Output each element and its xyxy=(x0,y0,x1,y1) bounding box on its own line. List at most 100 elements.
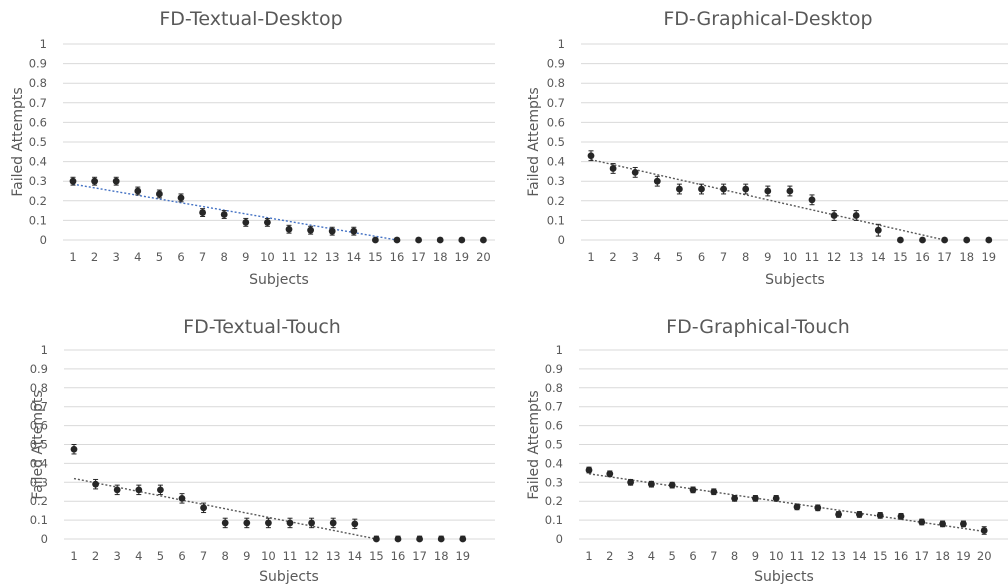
chart-fd-textual-desktop: 0 0.1 0.2 0.3 0.4 0.5 0.6 0.7 0.8 0.9 1 1 2 3 4 5 6 7 8 9 10… xyxy=(0,0,500,292)
x-tick-label: 13 xyxy=(849,250,864,264)
x-tick-label: 11 xyxy=(282,250,297,264)
x-tick-label: 2 xyxy=(609,250,616,264)
x-tick-label: 19 xyxy=(981,250,996,264)
y-axis-label: Failed Attempts xyxy=(526,87,542,196)
x-tick-label: 10 xyxy=(261,549,276,563)
data-point xyxy=(698,185,705,193)
data-point xyxy=(852,212,860,219)
y-tick-label: 0.3 xyxy=(547,174,565,188)
x-tick-label: 12 xyxy=(810,549,825,563)
x-axis-label: Subjects xyxy=(249,272,309,288)
y-tick-label: 0.5 xyxy=(545,438,563,452)
x-tick-label: 13 xyxy=(326,549,341,563)
x-tick-label: 6 xyxy=(178,549,185,563)
data-point xyxy=(157,486,164,494)
y-tick-label: 0 xyxy=(40,233,47,247)
data-point xyxy=(689,486,697,494)
data-point xyxy=(372,236,379,244)
x-tick-label: 1 xyxy=(585,549,592,563)
data-point xyxy=(772,494,780,502)
y-tick-label: 0.2 xyxy=(545,494,563,508)
x-tick-label: 11 xyxy=(283,549,298,563)
data-point xyxy=(710,488,718,496)
data-point xyxy=(606,470,614,478)
x-tick-label: 14 xyxy=(871,250,886,264)
y-tick-label: 0.3 xyxy=(29,174,47,188)
y-tick-label: 0 xyxy=(558,233,565,247)
y-tick-label: 0.4 xyxy=(29,155,47,169)
x-tick-label: 15 xyxy=(368,250,383,264)
x-tick-label: 1 xyxy=(69,250,76,264)
y-tick-label: 0.6 xyxy=(545,419,563,433)
y-tick-label: 0.5 xyxy=(547,135,565,149)
x-tick-label: 3 xyxy=(113,250,120,264)
y-tick-label: 0.2 xyxy=(29,194,47,208)
data-point xyxy=(919,236,926,244)
chart-svg: 00.10.20.30.40.50.60.70.80.911 2 3 4 5 6 7 8 9 10… xyxy=(526,316,1008,585)
data-point xyxy=(786,187,794,195)
data-point xyxy=(394,535,402,543)
x-tick-label: 5 xyxy=(669,549,676,563)
x-tick-label: 8 xyxy=(742,250,749,264)
x-tick-label: 4 xyxy=(654,250,661,264)
x-tick-label: 11 xyxy=(790,549,805,563)
x-tick-label: 7 xyxy=(710,549,717,563)
chart-title: FD-Textual-Desktop xyxy=(159,8,342,30)
y-tick-label: 0.9 xyxy=(29,57,47,71)
y-tick-label: 0.1 xyxy=(547,213,565,227)
data-point xyxy=(307,226,314,234)
x-tick-label: 15 xyxy=(369,549,384,563)
data-point xyxy=(113,486,121,494)
x-tick-label: 10 xyxy=(783,250,798,264)
data-point xyxy=(764,187,772,195)
data-point xyxy=(436,236,444,244)
data-point xyxy=(720,185,727,193)
data-point xyxy=(91,177,98,185)
x-tick-label: 12 xyxy=(303,250,318,264)
data-point xyxy=(939,520,946,528)
x-tick-label: 10 xyxy=(260,250,275,264)
data-point xyxy=(459,535,467,543)
data-point xyxy=(220,211,228,218)
x-tick-label: 16 xyxy=(390,250,405,264)
x-tick-label: 8 xyxy=(222,549,229,563)
y-axis-label: Failed Attempts xyxy=(30,390,46,499)
y-axis-label: Failed Attempts xyxy=(10,87,26,196)
x-axis-label: Subjects xyxy=(754,569,814,585)
x-tick-label: 14 xyxy=(852,549,867,563)
x-tick-label: 11 xyxy=(805,250,820,264)
data-point xyxy=(814,504,822,512)
chart-title: FD-Graphical-Touch xyxy=(666,316,850,338)
data-point xyxy=(897,236,904,244)
data-point xyxy=(221,519,229,527)
x-tick-label: 20 xyxy=(476,250,491,264)
x-tick-label: 2 xyxy=(606,549,613,563)
y-tick-label: 1 xyxy=(41,343,48,357)
y-tick-label: 0 xyxy=(556,532,563,546)
chart-svg: 00.10.20.30.40.50.60.70.80.911 2 3 4 5 6 7 8 9 10… xyxy=(10,8,495,288)
x-tick-label: 17 xyxy=(937,250,952,264)
data-point xyxy=(752,494,759,502)
data-point xyxy=(960,520,967,528)
x-tick-label: 2 xyxy=(91,250,98,264)
chart-title: FD-Textual-Touch xyxy=(183,316,341,338)
x-tick-label: 5 xyxy=(157,549,164,563)
data-point xyxy=(480,236,487,244)
data-point xyxy=(264,218,271,226)
data-point xyxy=(328,227,336,235)
y-tick-label: 0.8 xyxy=(30,381,48,395)
x-tick-label: 19 xyxy=(454,250,469,264)
trendline xyxy=(588,473,985,533)
data-point xyxy=(70,445,78,453)
chart-fd-textual-touch: 0 0.1 0.2 0.3 0.4 0.5 0.6 0.7 0.8 0.9 1 1 2 3 4 5 6 7 8 9 10… xyxy=(0,306,500,585)
y-tick-label: 0.8 xyxy=(545,381,563,395)
y-tick-label: 0.7 xyxy=(29,96,47,110)
y-tick-label: 0.9 xyxy=(547,57,565,71)
data-point xyxy=(876,511,884,519)
x-tick-label: 12 xyxy=(304,549,319,563)
data-point xyxy=(308,519,315,527)
x-tick-label: 8 xyxy=(221,250,228,264)
x-tick-label: 16 xyxy=(915,250,930,264)
x-tick-label: 5 xyxy=(156,250,163,264)
y-tick-label: 1 xyxy=(40,37,47,51)
